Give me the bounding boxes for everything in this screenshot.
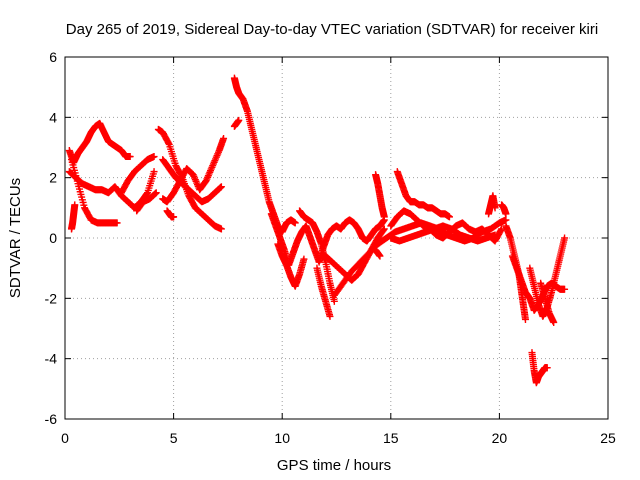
- series-track-d: [68, 201, 79, 233]
- y-tick-label: -4: [45, 351, 58, 367]
- data-point: [502, 210, 510, 218]
- y-tick-label: -2: [45, 290, 58, 306]
- series-track-c: [68, 156, 121, 227]
- data-point: [217, 183, 225, 191]
- series-track-e: [117, 153, 158, 197]
- data-point: [380, 225, 388, 233]
- data-point: [291, 219, 299, 227]
- chart-title: Day 265 of 2019, Sidereal Day-to-day VTE…: [66, 21, 598, 38]
- series-track-m: [267, 210, 388, 269]
- x-tick-label: 5: [170, 430, 178, 446]
- series-track-ac: [528, 349, 551, 387]
- series-track-a: [65, 119, 134, 167]
- y-tick-label: -6: [45, 411, 58, 427]
- data-point: [235, 116, 243, 124]
- data-point: [220, 134, 228, 142]
- data-point: [152, 189, 160, 197]
- data-point: [326, 312, 334, 320]
- data-point: [150, 153, 158, 161]
- data-point: [543, 364, 551, 372]
- data-point: [561, 234, 569, 242]
- data-point: [376, 252, 384, 260]
- x-tick-label: 15: [383, 430, 399, 446]
- series-track-ab: [526, 234, 569, 320]
- y-tick-label: 4: [49, 109, 57, 125]
- data-point: [380, 226, 388, 234]
- data-point: [71, 201, 79, 209]
- series-track-i: [159, 134, 228, 206]
- series-track-w: [387, 222, 499, 245]
- data-point: [491, 231, 499, 239]
- data-points: [65, 74, 569, 387]
- y-tick-label: 2: [49, 170, 57, 186]
- data-point: [165, 139, 173, 147]
- data-point: [126, 153, 134, 161]
- series-track-s: [372, 171, 388, 221]
- series-track-f: [133, 189, 160, 215]
- data-point: [502, 216, 510, 224]
- series-track-k: [230, 74, 299, 236]
- series-track-j: [163, 207, 178, 221]
- x-axis-label: GPS time / hours: [277, 457, 391, 474]
- data-point: [113, 219, 121, 227]
- data-point: [330, 297, 338, 305]
- data-point: [380, 213, 388, 221]
- series-track-n: [274, 240, 308, 290]
- data-point: [561, 285, 569, 293]
- data-point: [497, 226, 505, 234]
- series-track-t: [372, 246, 384, 260]
- series-track-y: [498, 201, 510, 218]
- x-tick-label: 0: [61, 430, 69, 446]
- series-track-u: [393, 168, 453, 221]
- x-tick-label: 25: [600, 430, 616, 446]
- x-tick-label: 10: [274, 430, 290, 446]
- data-point: [521, 315, 529, 323]
- plot-frame: [64, 56, 609, 420]
- data-point: [300, 255, 308, 263]
- data-point: [143, 190, 151, 198]
- series-track-g: [154, 125, 225, 233]
- y-axis-label: SDTVAR / TECUs: [7, 178, 24, 298]
- data-point: [550, 318, 558, 326]
- data-point: [170, 213, 178, 221]
- x-tick-label: 20: [492, 430, 508, 446]
- data-point: [150, 168, 158, 176]
- data-point: [445, 213, 453, 221]
- series-track-l: [230, 116, 243, 130]
- grid-lines: [65, 57, 608, 419]
- y-tick-label: 6: [49, 49, 57, 65]
- series-track-ad: [537, 279, 558, 326]
- series-track-p: [313, 264, 334, 320]
- data-point: [491, 204, 499, 212]
- series-track-o: [296, 207, 338, 305]
- y-tick-label: 0: [49, 230, 57, 246]
- data-point: [217, 225, 225, 233]
- series-track-x: [485, 192, 499, 218]
